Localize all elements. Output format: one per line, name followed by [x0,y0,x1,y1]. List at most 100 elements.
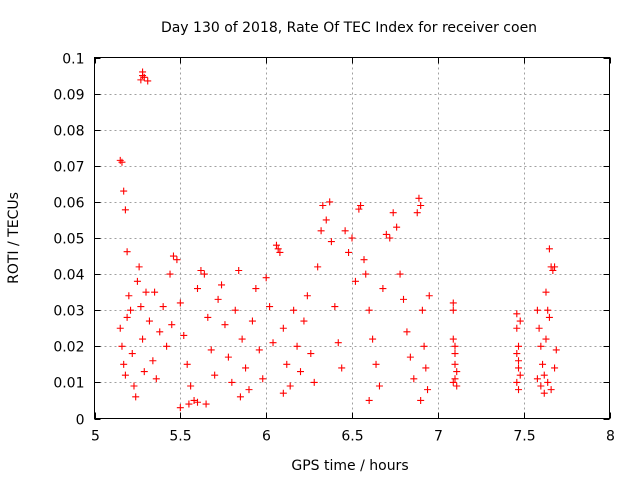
y-tick-label: 0.07 [53,160,84,176]
data-point [262,274,270,282]
data-point [327,238,335,246]
data-point [415,194,423,202]
x-tick-label: 7.5 [513,429,535,445]
data-point [293,342,301,350]
data-point [276,248,284,256]
x-tick-label: 7 [434,429,443,445]
data-point [551,263,559,271]
y-tick-label: 0.02 [53,340,84,356]
x-tick-label: 6.5 [341,429,363,445]
data-point [116,324,124,332]
y-tick-label: 0.05 [53,232,84,248]
data-point [513,310,521,318]
data-point [396,270,404,278]
axis-ticks: 5 5.5 6 6.5 7 7.5 8 0 0.01 0.02 0.03 0.04 0.05 0.06 0.… [53,52,615,445]
data-point [297,368,304,376]
data-point [194,285,201,293]
data-point [152,375,160,383]
x-axis-label: GPS time / hours [291,458,408,474]
data-point [290,306,298,314]
data-point [166,270,174,278]
data-point [317,227,325,235]
data-point [545,313,553,321]
data-point [547,386,555,394]
data-point [406,353,414,361]
data-point [513,350,521,358]
data-point [319,202,327,210]
data-point [133,277,141,285]
x-tick-label: 5.5 [169,429,191,445]
data-point [221,321,229,329]
y-tick-label: 0.08 [53,124,84,140]
data-point [176,299,184,307]
data-point [168,321,176,329]
data-point [120,187,128,195]
data-point [375,382,383,390]
data-point [266,303,274,311]
data-point [386,234,394,242]
data-point [242,364,250,372]
data-point [449,306,457,314]
data-point [420,342,428,350]
data-point [537,382,545,390]
data-point [274,245,282,253]
y-tick-label: 0.04 [53,268,84,284]
data-point [357,202,365,210]
data-point [331,303,339,311]
data-point [417,396,425,404]
data-point [303,292,311,300]
data-point [533,375,541,383]
data-point [173,256,181,264]
data-point [132,393,140,401]
data-point [345,248,353,256]
y-tick-label: 0.03 [53,304,84,320]
data-point [453,382,461,390]
data-point [535,324,543,332]
y-tick-label: 0.06 [53,196,84,212]
data-point [355,205,363,213]
grid [94,57,610,419]
data-point [537,342,545,350]
data-point [127,306,135,314]
data-point [120,360,128,368]
data-point [545,245,553,253]
data-point [365,396,373,404]
data-point [453,368,461,376]
data-point [202,400,210,408]
data-point [515,386,523,394]
data-point [515,364,523,372]
x-tick-label: 5 [91,429,100,445]
data-point [272,241,280,249]
data-point [360,256,368,264]
data-point [322,216,330,224]
data-point [544,306,552,314]
data-point [214,295,222,303]
data-point [410,375,418,383]
data-point [156,328,164,336]
data-point [139,72,147,80]
data-point [140,368,148,376]
data-point [228,378,236,386]
data-point [279,324,287,332]
data-point [513,378,521,386]
data-point [130,382,138,390]
data-point [118,158,126,166]
data-point [236,393,244,401]
data-point [135,263,143,271]
data-point [542,335,550,343]
data-point [176,404,184,412]
data-point [449,299,457,307]
data-point [121,206,129,214]
data-point [207,346,215,354]
data-point [451,350,459,358]
data-point [326,198,334,206]
data-point [145,317,153,325]
x-tick-label: 6 [262,429,271,445]
data-point [515,357,523,365]
data-point [372,360,380,368]
data-point [393,223,401,231]
data-point [252,285,260,293]
data-point [449,378,457,386]
data-point [338,364,346,372]
data-point [137,303,145,311]
